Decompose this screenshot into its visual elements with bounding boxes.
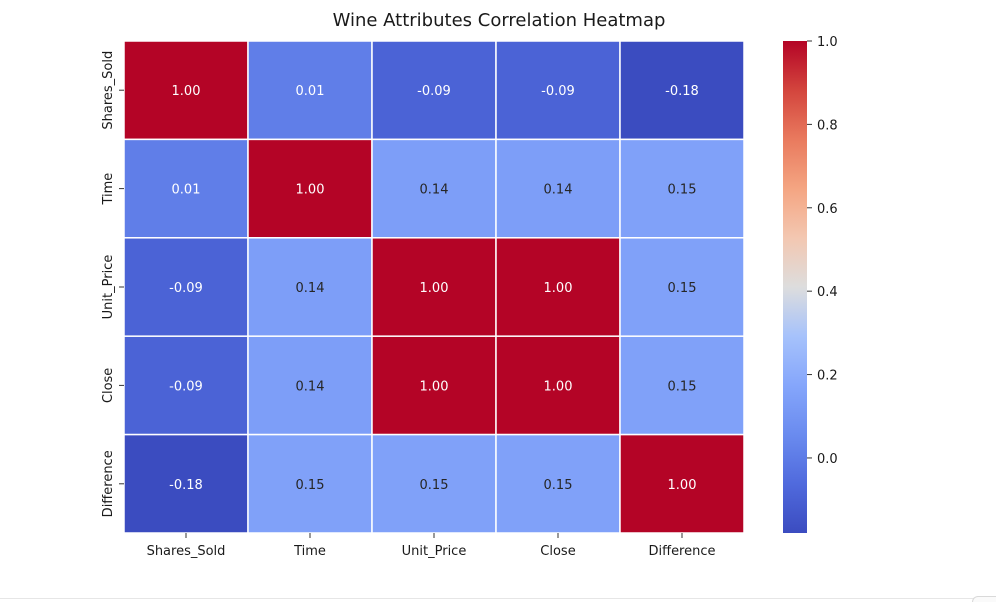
heatmap-cell-value: 0.15 (668, 379, 697, 394)
x-tick-label-Difference: Difference (648, 544, 715, 559)
heatmap-cell-value: 0.15 (420, 478, 449, 493)
colorbar: 0.0 0.2 0.4 0.6 0.8 1.0 (783, 35, 838, 533)
heatmap-cell-value: 0.01 (172, 183, 201, 198)
heatmap-cell-Difference-Unit_Price (371, 433, 497, 534)
heatmap-cell-value: -0.18 (665, 84, 699, 99)
heatmap-cell-Close-Time (247, 335, 373, 436)
colorbar-tick-label: 0.0 (817, 452, 838, 467)
heatmap-cell-Time-Shares_Sold (123, 138, 249, 239)
heatmap-cell-value: -0.09 (417, 84, 451, 99)
heatmap-cell-value: -0.09 (169, 281, 203, 296)
x-tick-label-Unit_Price: Unit_Price (402, 544, 467, 559)
resize-handle[interactable] (972, 596, 996, 602)
y-tick-label-Shares_Sold: Shares_Sold (101, 51, 116, 130)
heatmap-cell-Close-Close (495, 335, 621, 436)
heatmap-cell-value: 0.14 (420, 183, 449, 198)
heatmap-cell-value: -0.18 (169, 478, 203, 493)
heatmap-cells (123, 40, 745, 534)
heatmap-cell-Difference-Time (247, 433, 373, 534)
heatmap-cell-Close-Unit_Price (371, 335, 497, 436)
y-axis: Shares_Sold Time Unit_Price Close Difference (101, 51, 124, 517)
heatmap-cell-value: 0.15 (668, 281, 697, 296)
heatmap-cell-labels: 1.00 0.01 -0.09 -0.09 -0.18 0.01 1.00 0.14 0.14 0… (169, 84, 699, 493)
heatmap-cell-Shares_Sold-Time (247, 40, 373, 141)
heatmap-cell-Shares_Sold-Difference (619, 40, 745, 141)
heatmap-cell-Difference-Difference (619, 433, 745, 534)
heatmap-cell-value: 1.00 (544, 281, 573, 296)
heatmap-cell-value: 1.00 (172, 84, 201, 99)
heatmap-cell-Time-Difference (619, 138, 745, 239)
colorbar-tick-label: 0.4 (817, 285, 838, 300)
heatmap-cell-value: 1.00 (420, 379, 449, 394)
heatmap-cell-value: 1.00 (296, 183, 325, 198)
heatmap-cell-Unit_Price-Time (247, 237, 373, 337)
heatmap-cell-Shares_Sold-Unit_Price (371, 40, 497, 141)
heatmap-cell-Time-Unit_Price (371, 138, 497, 239)
heatmap-cell-Unit_Price-Unit_Price (371, 237, 497, 337)
colorbar-tick-label: 0.8 (817, 118, 838, 133)
colorbar-gradient (783, 41, 807, 533)
x-tick-label-Close: Close (540, 544, 575, 559)
y-tick-label-Unit_Price: Unit_Price (101, 255, 116, 320)
heatmap-cell-value: -0.09 (541, 84, 575, 99)
x-tick-label-Shares_Sold: Shares_Sold (147, 544, 226, 559)
heatmap-cell-value: 0.15 (668, 183, 697, 198)
heatmap-cell-Close-Difference (619, 335, 745, 436)
bottom-divider (0, 598, 996, 599)
heatmap-cell-Shares_Sold-Close (495, 40, 621, 141)
y-tick-label-Close: Close (101, 368, 116, 403)
heatmap-cell-value: 1.00 (668, 478, 697, 493)
heatmap-cell-value: 0.14 (544, 183, 573, 198)
x-tick-label-Time: Time (293, 544, 326, 559)
colorbar-tick-label: 0.6 (817, 202, 838, 217)
heatmap-cell-value: 1.00 (544, 379, 573, 394)
heatmap-cell-value: 1.00 (420, 281, 449, 296)
heatmap-cell-Shares_Sold-Shares_Sold (123, 40, 249, 141)
colorbar-tick-label: 1.0 (817, 35, 838, 50)
heatmap-cell-value: -0.09 (169, 379, 203, 394)
heatmap-cell-Unit_Price-Difference (619, 237, 745, 337)
heatmap-cell-value: 0.14 (296, 281, 325, 296)
heatmap-cell-value: 0.15 (296, 478, 325, 493)
chart-title: Wine Attributes Correlation Heatmap (333, 10, 666, 31)
heatmap-cell-value: 0.15 (544, 478, 573, 493)
x-axis: Shares_Sold Time Unit_Price Close Difference (147, 533, 716, 559)
colorbar-tick-label: 0.2 (817, 369, 838, 384)
heatmap-cell-value: 0.01 (296, 84, 325, 99)
heatmap-cell-Unit_Price-Close (495, 237, 621, 337)
heatmap-cell-Difference-Shares_Sold (123, 433, 249, 534)
y-tick-label-Time: Time (101, 173, 116, 206)
y-tick-label-Difference: Difference (101, 450, 116, 517)
heatmap-cell-value: 0.14 (296, 379, 325, 394)
